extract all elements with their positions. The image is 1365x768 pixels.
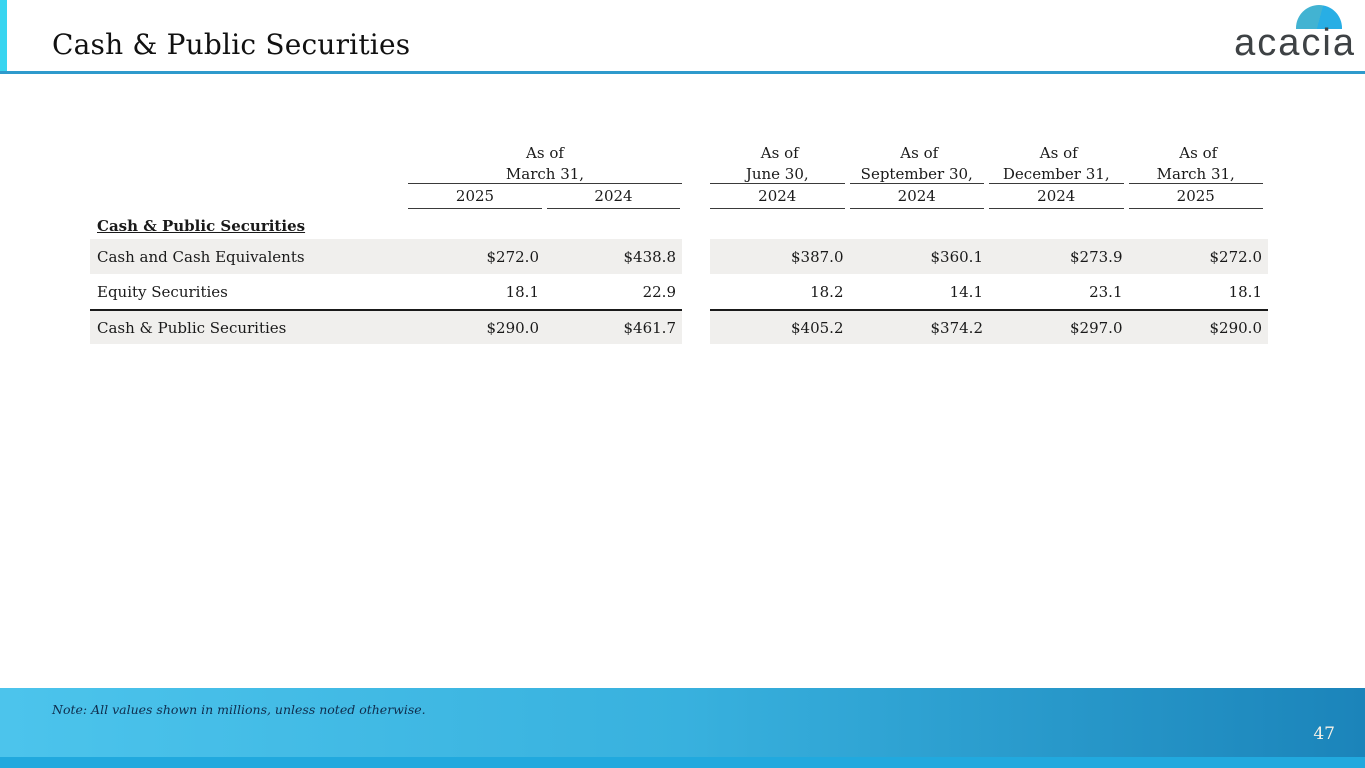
col-group-date: March 31, [408,164,682,184]
col-group-date: March 31, [1128,164,1263,184]
col-group-date: December 31, [989,164,1124,184]
col-group-date: June 30, [710,164,845,184]
table-cell: $387.0 [710,239,850,274]
table-cell: 14.1 [949,282,983,301]
table-cell: $273.9 [989,239,1129,274]
table-gap [682,164,710,184]
header-accent-bar [0,0,7,72]
page-number: 47 [1313,724,1335,744]
table-cell [90,140,408,164]
financial-table: As of As of As of As of As of March 31, … [90,140,1268,344]
footer-band: Note: All values shown in millions, unle… [0,688,1365,757]
footer-note: Note: All values shown in millions, unle… [52,702,426,717]
acacia-logo: acacia [1199,0,1359,66]
col-year-header: 2024 [849,184,984,209]
table-section-label: Cash & Public Securities [97,217,306,235]
table-cell [90,164,408,184]
table-cell: $405.2 [710,309,850,344]
page-title: Cash & Public Securities [52,28,411,61]
col-group-asof: As of [760,144,799,162]
row-label: Cash and Cash Equivalents [90,239,408,274]
row-label: Cash & Public Securities [90,309,408,344]
table-cell: $374.2 [849,309,989,344]
table-gap [682,184,710,209]
table-cell: $290.0 [1128,309,1268,344]
col-group-asof: As of [900,144,939,162]
col-group-asof: As of [1179,144,1218,162]
table-section-row: Cash & Public Securities [90,209,1268,239]
table-cell: $297.0 [989,309,1129,344]
table-cell: $360.1 [849,239,989,274]
table-cell: 18.1 [505,282,539,301]
table-cell [90,184,408,209]
header-divider [0,71,1365,74]
table-cell: $272.0 [1128,239,1268,274]
col-year-header: 2024 [547,184,680,209]
logo-text: acacia [1234,22,1356,64]
col-group-asof: As of [1039,144,1078,162]
row-label: Equity Securities [97,282,228,301]
table-cell: $272.0 [408,239,545,274]
col-year-header: 2024 [989,184,1124,209]
col-year-header: 2025 [1128,184,1263,209]
table-cell: 22.9 [642,282,676,301]
table-gap [682,239,710,274]
col-year-header: 2024 [710,184,845,209]
table-cell: $438.8 [545,239,682,274]
table-cell: $290.0 [408,309,545,344]
table-cell: 23.1 [1089,282,1123,301]
footer-accent-strip [0,757,1365,768]
table-gap [682,274,710,309]
table-cell: 18.2 [810,282,844,301]
col-group-date: September 30, [849,164,984,184]
col-year-header: 2025 [408,184,542,209]
table-gap [682,140,710,164]
table-gap [682,309,710,344]
col-group-asof: As of [526,144,564,162]
table-cell: 18.1 [1228,282,1262,301]
table-cell: $461.7 [545,309,682,344]
